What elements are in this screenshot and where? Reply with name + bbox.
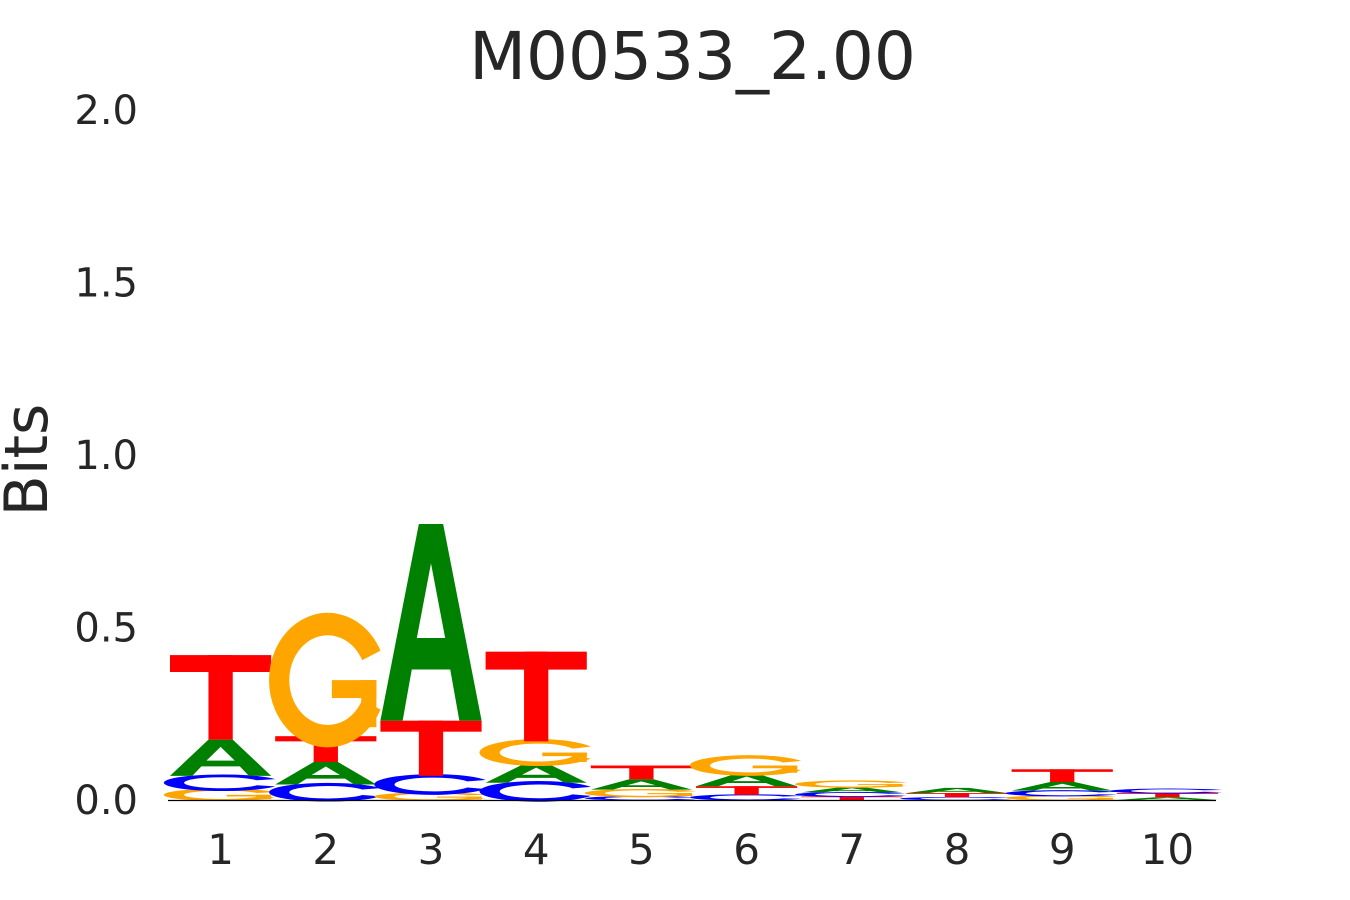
- letter-t-pos-9: [1011, 769, 1113, 783]
- logo-column-1: [163, 655, 276, 802]
- letter-c-pos-4: [479, 781, 591, 802]
- y-tick-label-4: 2.0: [74, 88, 138, 134]
- logo-column-2: [269, 612, 381, 802]
- letter-t-pos-6: [696, 786, 798, 795]
- x-tick-label-2: 2: [312, 825, 339, 874]
- letter-a-pos-10: [1116, 797, 1218, 800]
- x-tick-label-1: 1: [207, 825, 234, 874]
- logo-column-3: [374, 524, 486, 801]
- letter-c-pos-6: [689, 794, 802, 801]
- letter-t-pos-1: [170, 655, 272, 740]
- letter-a-pos-4: [485, 763, 587, 783]
- letter-c-pos-9: [1005, 790, 1117, 797]
- x-axis-ticks: 1 2 3 4 5 6 7 8 9 10: [207, 825, 1194, 874]
- logo-column-4: [479, 651, 591, 802]
- logo-column-8: [900, 787, 1012, 801]
- x-tick-label-8: 8: [944, 825, 971, 874]
- x-tick-label-5: 5: [628, 825, 655, 874]
- y-tick-label-2: 1.0: [74, 433, 138, 479]
- x-tick-label-9: 9: [1049, 825, 1076, 874]
- letter-g-pos-7: [795, 780, 907, 788]
- x-tick-label-3: 3: [418, 825, 445, 874]
- letter-a-pos-7: [801, 787, 903, 793]
- letter-a-pos-2: [275, 762, 377, 785]
- logo-column-5: [584, 765, 697, 801]
- letter-a-pos-8: [906, 787, 1008, 794]
- logo-column-9: [1005, 769, 1117, 801]
- letter-t-pos-4: [485, 651, 587, 742]
- letter-t-pos-3: [380, 720, 482, 776]
- letter-t-pos-8: [906, 793, 1008, 798]
- x-tick-label-6: 6: [733, 825, 760, 874]
- chart-title: M00533_2.00: [469, 18, 916, 95]
- x-tick-label-7: 7: [838, 825, 865, 874]
- logo-column-6: [689, 755, 802, 801]
- letter-t-pos-10: [1116, 793, 1218, 798]
- x-tick-label-10: 10: [1141, 825, 1194, 874]
- letter-g-pos-2: [269, 612, 381, 748]
- letter-c-pos-3: [374, 774, 486, 795]
- letter-a-pos-1: [170, 739, 272, 776]
- logo-column-7: [795, 780, 907, 800]
- logo-column-10: [1111, 788, 1223, 800]
- letter-g-pos-6: [689, 755, 802, 776]
- letter-c-pos-2: [269, 782, 381, 802]
- letter-t-pos-5: [590, 765, 692, 780]
- letter-a-pos-9: [1011, 782, 1113, 791]
- y-tick-label-3: 1.5: [74, 261, 138, 307]
- letter-a-pos-6: [696, 774, 798, 787]
- letter-g-pos-9: [1005, 795, 1117, 801]
- x-tick-label-4: 4: [523, 825, 550, 874]
- letter-c-pos-1: [163, 774, 276, 792]
- letter-stacks: [163, 524, 1223, 802]
- letter-g-pos-4: [479, 739, 591, 766]
- letter-c-pos-10: [1111, 788, 1223, 794]
- letter-a-pos-3: [380, 524, 482, 721]
- letter-t-pos-7: [801, 796, 903, 800]
- y-tick-label-1: 0.5: [74, 606, 138, 652]
- letter-g-pos-5: [584, 788, 697, 798]
- letter-g-pos-1: [163, 788, 276, 802]
- y-axis-ticks: 0.0 0.5 1.0 1.5 2.0: [74, 88, 138, 824]
- letter-c-pos-8: [900, 796, 1012, 801]
- letter-a-pos-5: [590, 779, 692, 790]
- letter-c-pos-7: [795, 792, 907, 797]
- y-tick-label-0: 0.0: [74, 778, 138, 824]
